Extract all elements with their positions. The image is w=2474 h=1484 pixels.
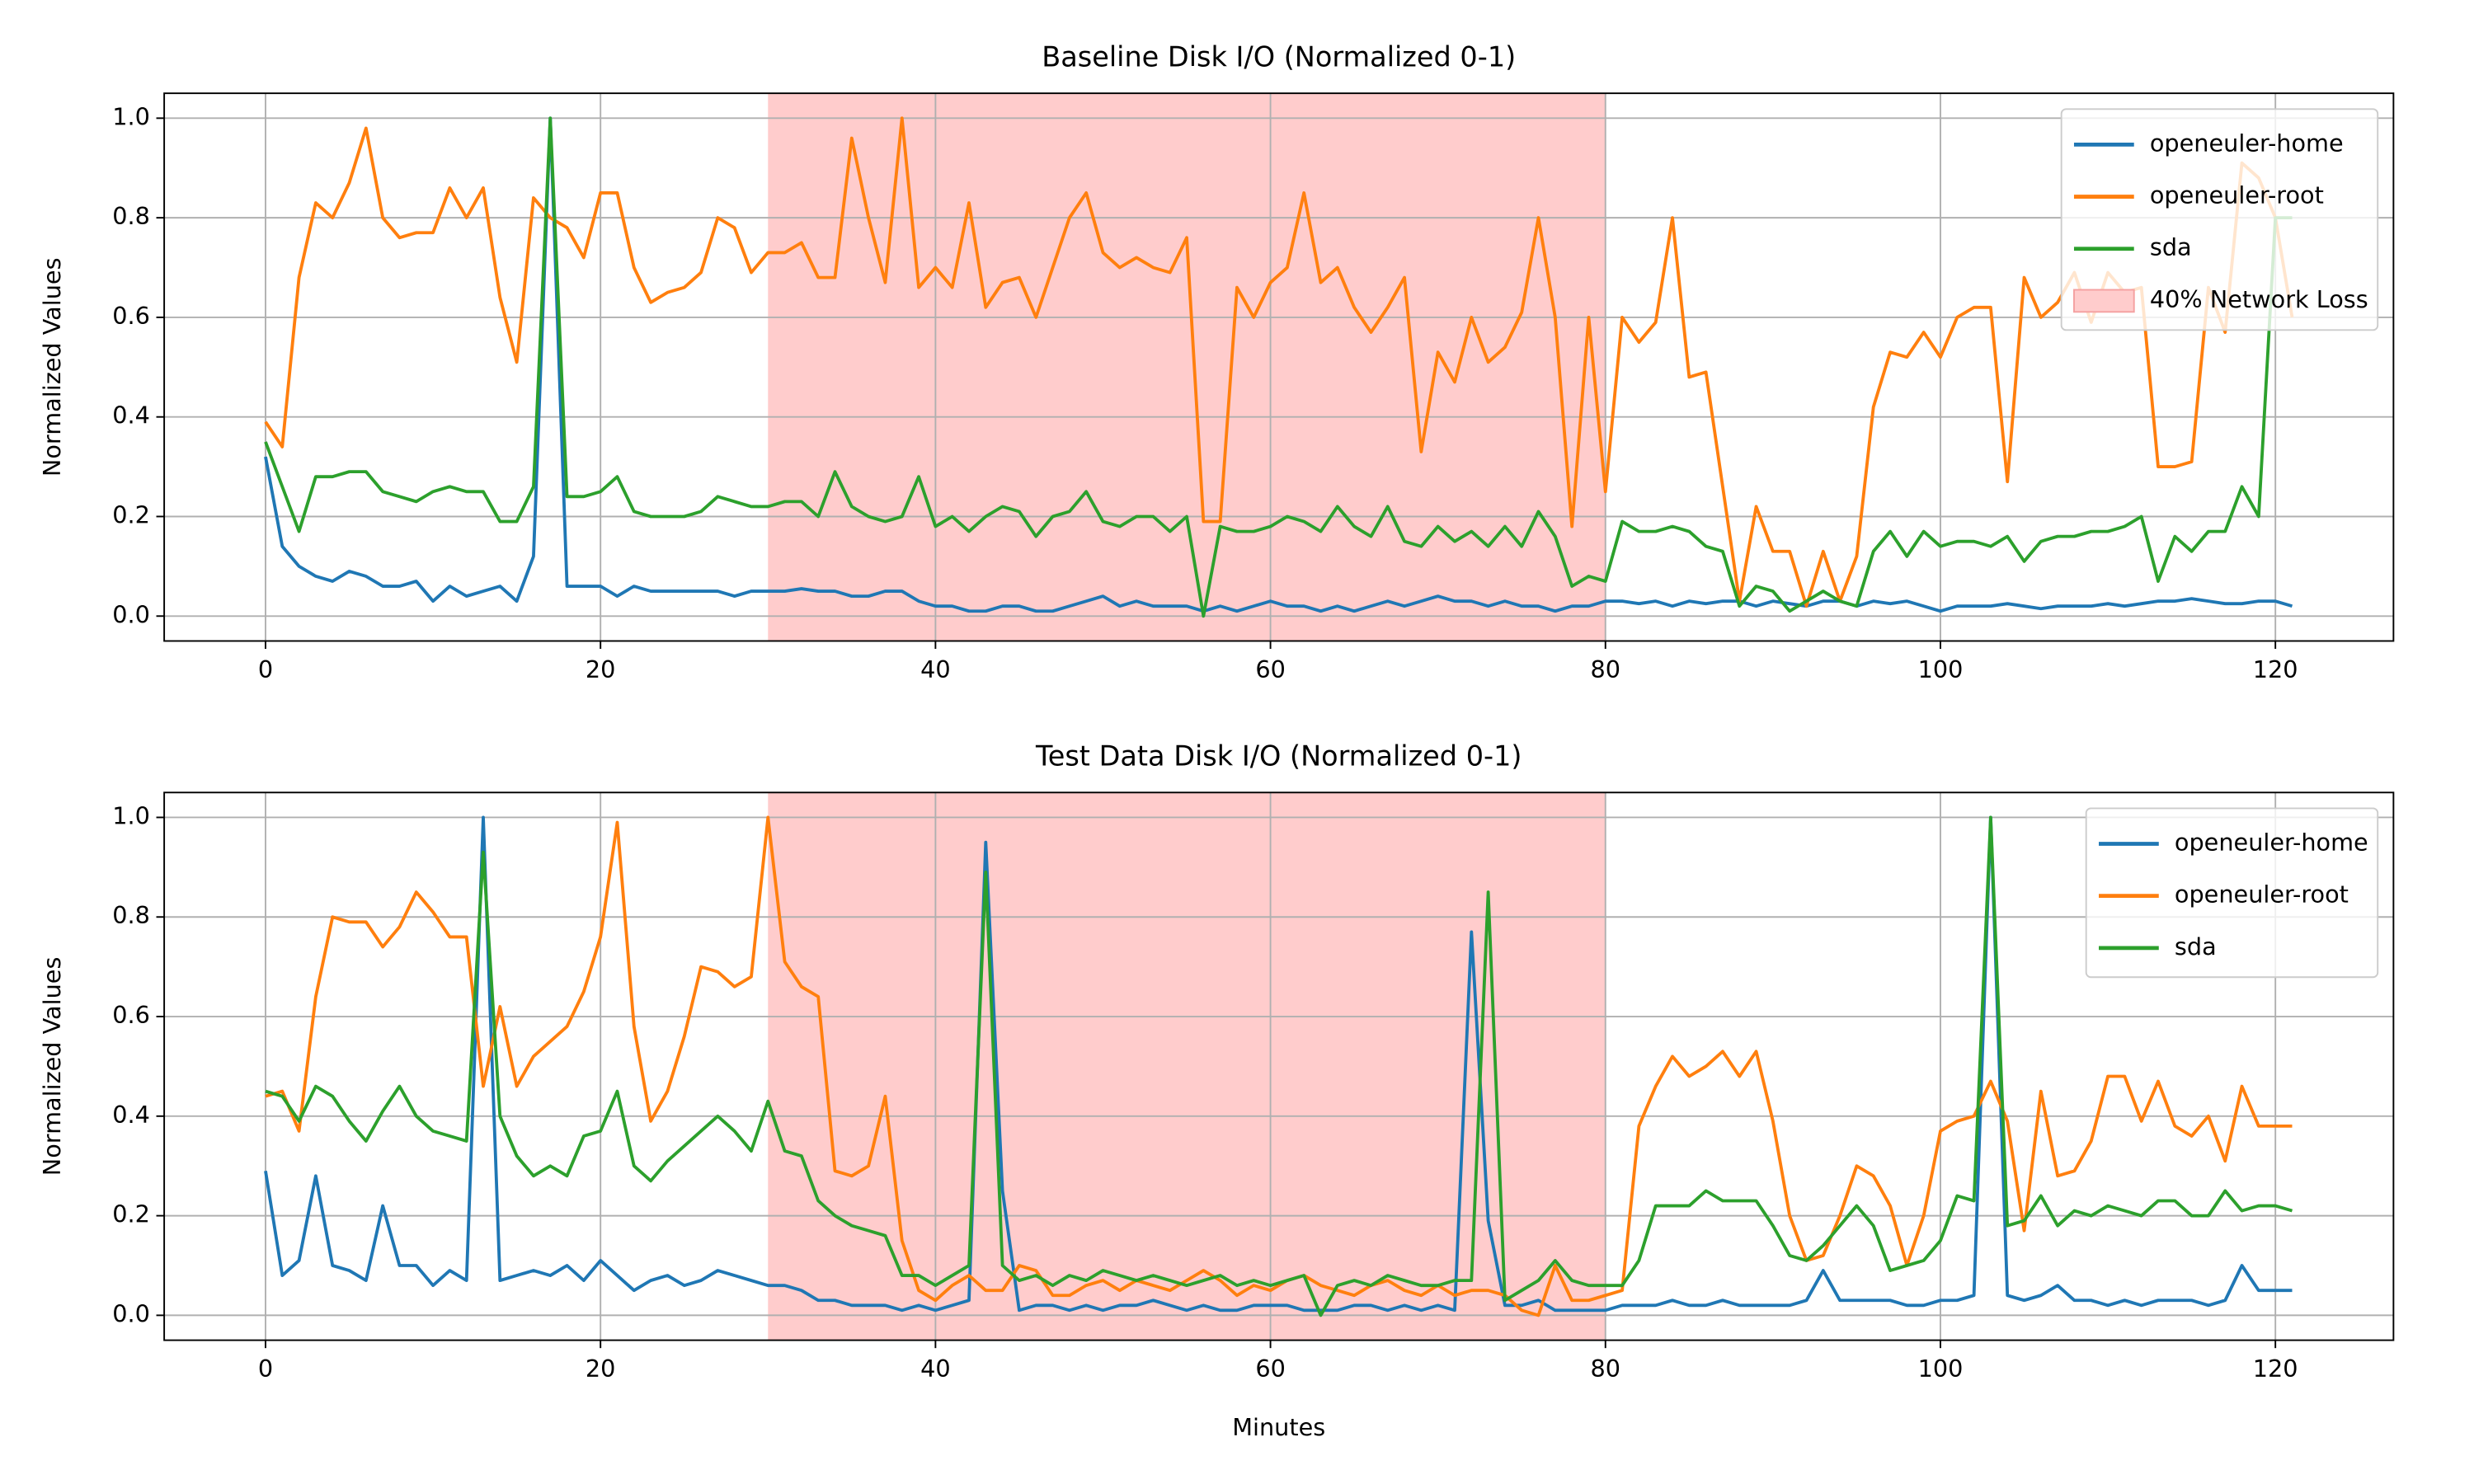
y-tick-label: 0.6 xyxy=(112,302,150,330)
legend: openeuler-home openeuler-root sda 40% Netwo… xyxy=(2060,108,2379,331)
y-axis-label: Normalized Values xyxy=(38,257,66,477)
legend-box xyxy=(2085,807,2379,979)
y-tick-label: 0.0 xyxy=(112,1299,150,1327)
x-tick-label: 20 xyxy=(586,1355,616,1383)
y-tick-label: 0.6 xyxy=(112,1001,150,1029)
x-tick-label: 120 xyxy=(2253,655,2298,683)
y-tick-label: 1.0 xyxy=(112,801,150,829)
x-tick-label: 20 xyxy=(586,655,616,683)
x-tick-label: 80 xyxy=(1591,655,1621,683)
legend-label: openeuler-home xyxy=(2150,129,2344,157)
legend-label: openeuler-root xyxy=(2175,881,2349,909)
data-line xyxy=(265,815,2293,1317)
legend-label: openeuler-home xyxy=(2175,828,2368,856)
axes-frame xyxy=(163,92,2395,642)
data-line xyxy=(265,815,2293,1317)
chart-title: Test Data Disk I/O (Normalized 0-1) xyxy=(1035,740,1522,773)
axes: 0 20 40 60 80 100 120 0.0 0.2 0.4 0.6 0.8 1.0 Test Da… xyxy=(38,740,2395,1441)
x-axis-label: Minutes xyxy=(1232,1413,1325,1441)
x-tick-label: 60 xyxy=(1255,1355,1286,1383)
y-tick-label: 1.0 xyxy=(112,102,150,130)
data-line xyxy=(264,116,2293,618)
x-tick-label: 100 xyxy=(1918,655,1964,683)
y-tick-label: 0.8 xyxy=(112,901,150,929)
legend-label: sda xyxy=(2175,932,2217,960)
x-tick-label: 40 xyxy=(920,1355,951,1383)
axes: 0 20 40 60 80 100 120 0.0 0.2 0.4 0.6 0.8 1.0 Baselin… xyxy=(38,41,2395,683)
x-tick-label: 100 xyxy=(1918,1355,1964,1383)
x-tick-label: 0 xyxy=(258,1355,273,1383)
legend: openeuler-home openeuler-root sda xyxy=(2085,807,2379,979)
y-axis-label: Normalized Values xyxy=(38,957,66,1176)
data-line xyxy=(264,116,2294,608)
x-tick-label: 0 xyxy=(258,655,273,683)
data-line xyxy=(264,116,2293,613)
legend-box xyxy=(2060,108,2379,331)
x-tick-label: 120 xyxy=(2253,1355,2298,1383)
legend-label: openeuler-root xyxy=(2150,181,2324,209)
legend-label: 40% Network Loss xyxy=(2150,285,2368,313)
y-tick-label: 0.0 xyxy=(112,600,150,628)
data-line xyxy=(264,815,2293,1313)
y-tick-label: 0.4 xyxy=(112,402,150,430)
y-tick-label: 0.2 xyxy=(112,1200,150,1228)
axes-frame xyxy=(163,791,2395,1341)
y-tick-label: 0.2 xyxy=(112,500,150,528)
y-tick-label: 0.8 xyxy=(112,202,150,230)
x-tick-label: 40 xyxy=(920,655,951,683)
chart-title: Baseline Disk I/O (Normalized 0-1) xyxy=(1042,41,1516,73)
legend-label: sda xyxy=(2150,233,2192,261)
y-tick-label: 0.4 xyxy=(112,1101,150,1129)
x-tick-label: 80 xyxy=(1591,1355,1621,1383)
x-tick-label: 60 xyxy=(1255,655,1286,683)
legend-swatch xyxy=(2073,289,2135,313)
shaded-region xyxy=(768,93,1606,641)
